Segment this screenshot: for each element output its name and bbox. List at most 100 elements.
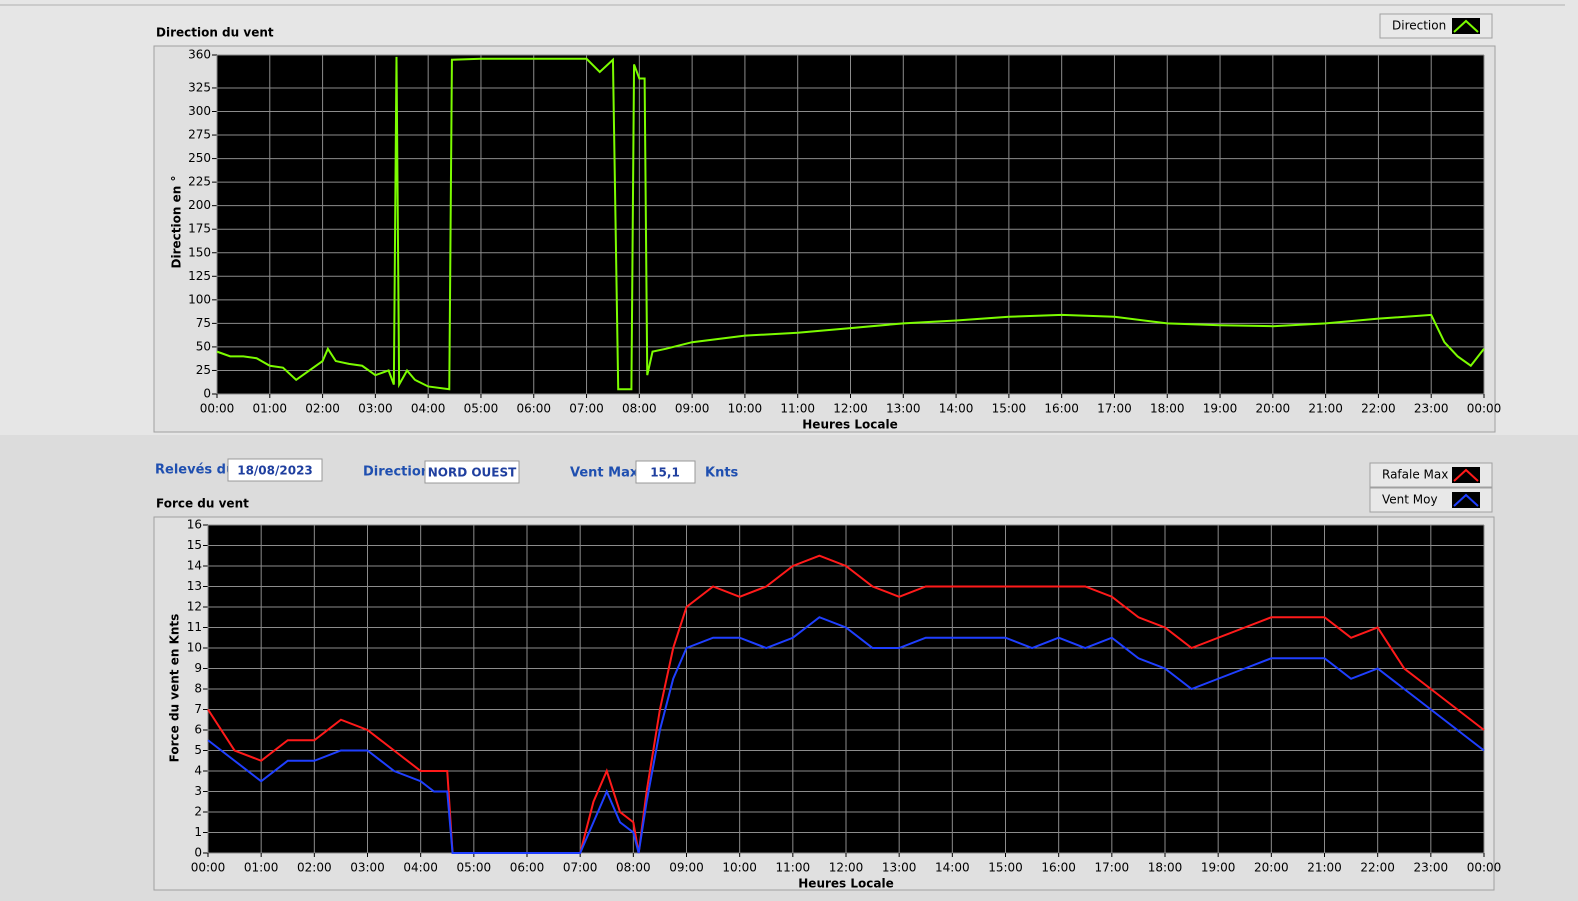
direction-value: NORD OUEST <box>428 466 517 480</box>
y-tick-label: 25 <box>196 363 211 377</box>
max-value: 15,1 <box>650 466 680 480</box>
x-tick-label: 03:00 <box>358 402 393 416</box>
x-tick-label: 15:00 <box>988 861 1023 875</box>
y-tick-label: 6 <box>194 723 202 737</box>
y-tick-label: 125 <box>188 269 211 283</box>
x-tick-label: 21:00 <box>1307 861 1342 875</box>
x-tick-label: 17:00 <box>1097 402 1132 416</box>
y-tick-label: 0 <box>194 846 202 860</box>
x-tick-label: 07:00 <box>563 861 598 875</box>
x-tick-label: 01:00 <box>252 402 287 416</box>
x-tick-label: 03:00 <box>350 861 385 875</box>
max-unit: Knts <box>705 466 739 481</box>
x-tick-label: 06:00 <box>510 861 545 875</box>
direction-label: Direction <box>363 465 430 480</box>
x-axis-label: Heures Locale <box>802 418 897 432</box>
y-tick-label: 5 <box>194 743 202 757</box>
x-tick-label: 06:00 <box>516 402 551 416</box>
x-tick-label: 04:00 <box>403 861 438 875</box>
x-tick-label: 08:00 <box>616 861 651 875</box>
y-tick-label: 13 <box>187 579 202 593</box>
x-tick-label: 04:00 <box>411 402 446 416</box>
legend-label: Rafale Max <box>1382 468 1448 482</box>
legend-swatch <box>1452 18 1480 34</box>
x-tick-label: 07:00 <box>569 402 604 416</box>
x-tick-label: 21:00 <box>1308 402 1343 416</box>
y-tick-label: 2 <box>194 805 202 819</box>
direction-field[interactable] <box>424 460 520 484</box>
x-tick-label: 09:00 <box>669 861 704 875</box>
x-tick-label: 12:00 <box>829 861 864 875</box>
y-tick-label: 0 <box>203 387 211 401</box>
x-tick-label: 00:00 <box>1467 402 1502 416</box>
date-value: 18/08/2023 <box>237 464 313 478</box>
x-tick-label: 22:00 <box>1361 402 1396 416</box>
legend-label: Direction <box>1392 19 1446 33</box>
x-tick-label: 10:00 <box>722 861 757 875</box>
legend-line <box>1453 493 1479 507</box>
max-field[interactable] <box>635 460 696 484</box>
x-tick-label: 13:00 <box>886 402 921 416</box>
x-tick-label: 18:00 <box>1148 861 1183 875</box>
x-tick-label: 02:00 <box>305 402 340 416</box>
x-tick-label: 15:00 <box>992 402 1027 416</box>
y-tick-label: 50 <box>196 339 211 353</box>
series-line <box>207 554 1485 854</box>
x-tick-label: 00:00 <box>200 402 235 416</box>
x-tick-label: 13:00 <box>882 861 917 875</box>
x-tick-label: 16:00 <box>1041 861 1076 875</box>
x-tick-label: 18:00 <box>1150 402 1185 416</box>
y-tick-label: 275 <box>188 128 211 142</box>
y-tick-label: 175 <box>188 222 211 236</box>
x-tick-label: 05:00 <box>457 861 492 875</box>
y-axis-label: Direction en ° <box>170 176 184 269</box>
x-tick-label: 19:00 <box>1203 402 1238 416</box>
y-tick-label: 225 <box>188 175 211 189</box>
y-tick-label: 1 <box>194 825 202 839</box>
date-field[interactable] <box>227 458 323 482</box>
y-tick-label: 360 <box>188 48 211 62</box>
x-tick-label: 17:00 <box>1095 861 1130 875</box>
y-tick-label: 14 <box>187 559 202 573</box>
x-tick-label: 01:00 <box>244 861 279 875</box>
series-line <box>216 56 1485 391</box>
x-tick-label: 10:00 <box>728 402 763 416</box>
legend-swatch <box>1452 467 1480 483</box>
y-tick-label: 8 <box>194 682 202 696</box>
x-tick-label: 09:00 <box>675 402 710 416</box>
x-tick-label: 11:00 <box>776 861 811 875</box>
x-tick-label: 12:00 <box>833 402 868 416</box>
x-tick-label: 20:00 <box>1256 402 1291 416</box>
x-tick-label: 00:00 <box>1467 861 1502 875</box>
x-tick-label: 14:00 <box>935 861 970 875</box>
x-tick-label: 23:00 <box>1414 402 1449 416</box>
x-tick-label: 16:00 <box>1044 402 1079 416</box>
legend-swatch <box>1452 492 1480 508</box>
x-tick-label: 14:00 <box>939 402 974 416</box>
x-tick-label: 00:00 <box>191 861 226 875</box>
legend-line <box>1453 19 1479 33</box>
legend-label: Vent Moy <box>1382 493 1438 507</box>
x-tick-label: 05:00 <box>464 402 499 416</box>
y-tick-label: 16 <box>187 518 202 532</box>
y-tick-label: 7 <box>194 702 202 716</box>
y-tick-label: 10 <box>187 641 202 655</box>
date-label: Relevés du <box>155 463 235 478</box>
y-tick-label: 325 <box>188 80 211 94</box>
max-label: Vent Max <box>570 466 639 481</box>
y-tick-label: 9 <box>194 661 202 675</box>
y-tick-label: 15 <box>187 538 202 552</box>
x-tick-label: 22:00 <box>1360 861 1395 875</box>
x-axis-label: Heures Locale <box>798 877 893 891</box>
chart-title: Direction du vent <box>156 26 274 40</box>
y-tick-label: 12 <box>187 600 202 614</box>
y-tick-label: 100 <box>188 292 211 306</box>
x-tick-label: 02:00 <box>297 861 332 875</box>
x-tick-label: 20:00 <box>1254 861 1289 875</box>
y-tick-label: 75 <box>196 316 211 330</box>
y-axis-label: Force du vent en Knts <box>168 614 182 763</box>
legend-line <box>1453 468 1479 482</box>
x-tick-label: 11:00 <box>780 402 815 416</box>
y-tick-label: 250 <box>188 151 211 165</box>
